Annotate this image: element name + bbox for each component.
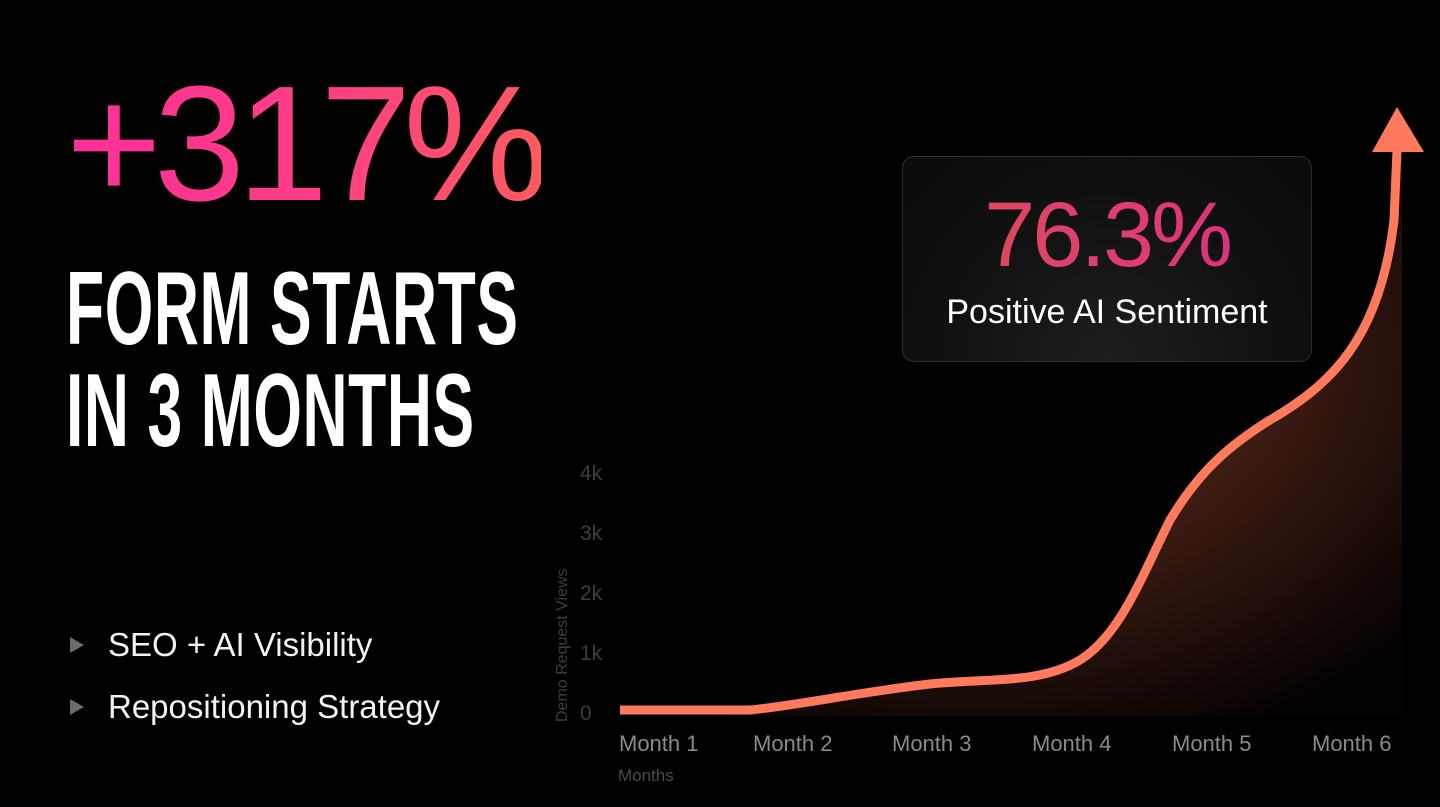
sentiment-callout: 76.3% Positive AI Sentiment xyxy=(902,156,1312,362)
headline-line-2: IN 3 MONTHS xyxy=(66,353,475,469)
bullet-text: Repositioning Strategy xyxy=(108,688,441,725)
y-tick: 1k xyxy=(580,642,603,665)
y-tick: 0 xyxy=(580,702,592,725)
y-tick: 3k xyxy=(580,522,603,545)
area-fill xyxy=(620,150,1402,716)
headline-line-1: FORM STARTS xyxy=(66,251,519,367)
x-tick: Month 1 xyxy=(619,731,699,756)
y-tick: 2k xyxy=(580,582,603,605)
bullet-text: SEO + AI Visibility xyxy=(108,626,373,663)
x-tick: Month 4 xyxy=(1032,731,1112,756)
arrow-up-icon xyxy=(1372,107,1424,152)
y-axis-label: Demo Request Views xyxy=(554,568,571,722)
x-tick: Month 5 xyxy=(1172,731,1252,756)
y-tick: 4k xyxy=(580,462,603,485)
bullet-item: Repositioning Strategy xyxy=(66,676,440,738)
headline-stat: +317% xyxy=(66,52,549,235)
callout-value: 76.3% xyxy=(903,189,1311,281)
data-line xyxy=(620,149,1402,715)
bullet-item: SEO + AI Visibility xyxy=(66,614,440,676)
x-axis-label: Months xyxy=(618,766,674,785)
x-tick: Month 3 xyxy=(892,731,972,756)
triangle-right-icon xyxy=(70,699,84,715)
x-tick: Month 6 xyxy=(1312,731,1392,756)
headline: FORM STARTS IN 3 MONTHS xyxy=(66,251,519,469)
triangle-right-icon xyxy=(70,637,84,653)
callout-label: Positive AI Sentiment xyxy=(946,293,1268,331)
x-tick: Month 2 xyxy=(753,731,833,756)
bullet-list: SEO + AI Visibility Repositioning Strate… xyxy=(66,614,440,738)
